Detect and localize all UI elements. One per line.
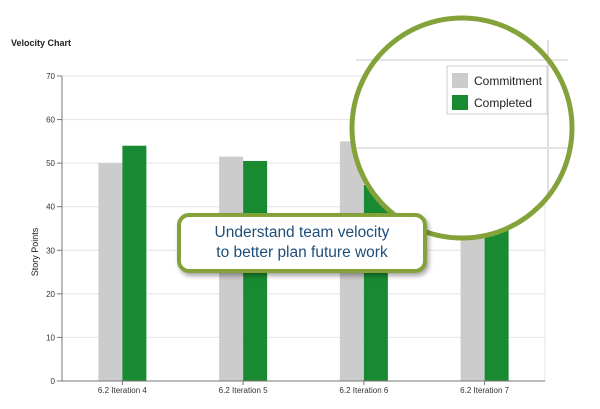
y-tick-label: 50 [46, 159, 55, 168]
legend: Commitment Completed [446, 65, 548, 115]
legend-label-completed: Completed [474, 96, 532, 110]
legend-swatch-completed [452, 95, 468, 110]
y-tick-label: 20 [46, 290, 55, 299]
legend-swatch-commitment [452, 73, 468, 88]
y-tick-label: 70 [46, 72, 55, 81]
y-tick-label: 30 [46, 246, 55, 255]
y-tick-label: 60 [46, 116, 55, 125]
y-tick-label: 10 [46, 333, 55, 342]
y-tick-label: 40 [46, 203, 55, 212]
bar-commitment [98, 163, 123, 381]
callout-box: Understand team velocity to better plan … [177, 213, 427, 273]
legend-label-commitment: Commitment [474, 74, 543, 88]
magnifier-ring [349, 15, 575, 241]
y-tick-label: 0 [51, 377, 56, 386]
chart-title: Velocity Chart [11, 38, 72, 48]
bar-completed [122, 145, 147, 381]
callout-line-2: to better plan future work [216, 244, 388, 261]
x-tick-label: 6.2 Iteration 7 [460, 386, 509, 395]
x-tick-label: 6.2 Iteration 6 [339, 386, 388, 395]
x-tick-label: 6.2 Iteration 5 [219, 386, 268, 395]
x-tick-label: 6.2 Iteration 4 [98, 386, 147, 395]
callout-line-1: Understand team velocity [214, 224, 390, 241]
y-axis-label: Story Points [30, 227, 40, 276]
